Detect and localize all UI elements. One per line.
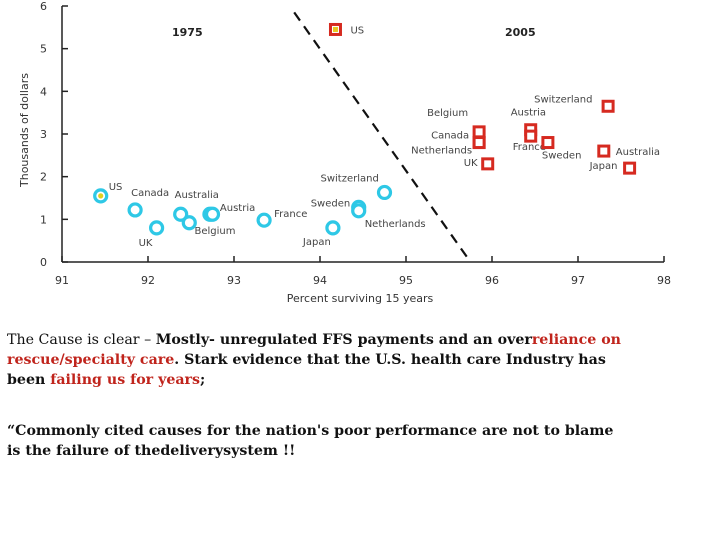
caption-bold: ; (200, 372, 206, 388)
data-label: UK (464, 158, 478, 169)
data-point (481, 157, 495, 171)
y-tick-label: 3 (40, 128, 47, 141)
y-axis-label: Thousands of dollars (18, 73, 31, 188)
data-label: Belgium (195, 226, 236, 237)
data-point (256, 212, 272, 228)
x-tick-label: 96 (485, 274, 499, 287)
quote-line-1: “Commonly cited causes for the nation's … (7, 423, 614, 439)
data-label: Sweden (311, 198, 351, 209)
caption: The Cause is clear – Mostly- unregulated… (7, 330, 719, 461)
data-label: Belgium (427, 108, 468, 119)
data-label: France (513, 142, 546, 153)
y-tick-label: 5 (40, 43, 47, 56)
x-tick-label: 94 (313, 274, 327, 287)
data-label: Austria (511, 108, 546, 119)
data-point (127, 202, 143, 218)
data-label: Sweden (542, 151, 582, 162)
data-point (623, 161, 637, 175)
data-point (524, 129, 538, 143)
y-tick-label: 0 (40, 256, 47, 269)
data-label: US (109, 182, 123, 193)
data-label: Netherlands (411, 146, 472, 157)
caption-line-3: been failing us for years; (7, 370, 719, 390)
data-point (149, 220, 165, 236)
y-axis: 0 1 2 3 4 5 6 (40, 0, 68, 269)
x-tick-label: 92 (141, 274, 155, 287)
data-label: Australia (616, 147, 660, 158)
chart: 0 1 2 3 4 5 6 91 92 93 94 95 96 97 98 US Canada UK Austr… (18, 0, 671, 305)
data-label: Netherlands (365, 219, 426, 230)
data-label: Canada (431, 131, 469, 142)
caption-red: reliance on (531, 332, 621, 348)
data-point (597, 144, 611, 158)
data-label: Switzerland (321, 173, 379, 184)
data-point (472, 136, 486, 150)
data-point (181, 215, 197, 231)
data-label: France (274, 209, 307, 220)
data-point (351, 203, 367, 219)
y-tick-label: 6 (40, 0, 47, 13)
caption-bold: Mostly- unregulated FFS payments and an … (155, 332, 532, 348)
data-point (173, 206, 189, 222)
y-tick-label: 4 (40, 85, 47, 98)
data-point-core (332, 26, 338, 32)
y-tick-label: 1 (40, 213, 47, 226)
data-label: US (350, 25, 364, 36)
data-label: Austria (220, 203, 255, 214)
caption-line-1: The Cause is clear – Mostly- unregulated… (7, 330, 719, 350)
data-label: Japan (302, 237, 331, 248)
caption-red: rescue/specialty care (7, 352, 175, 368)
data-point (325, 220, 341, 236)
annotation-1975: 1975 (172, 26, 203, 39)
quote-line-2: is the failure of thedeliverysystem !! (7, 443, 296, 459)
annotation-2005: 2005 (505, 26, 536, 39)
data-point (204, 206, 221, 222)
caption-bold: been (7, 372, 51, 388)
caption-plain: The Cause is clear – (7, 332, 156, 348)
data-label: Japan (589, 161, 618, 172)
data-point (472, 125, 486, 139)
x-tick-label: 98 (657, 274, 671, 287)
data-label: Canada (131, 188, 169, 199)
data-point-core (98, 193, 104, 199)
caption-bold: . Stark evidence that the U.S. health ca… (174, 352, 606, 368)
caption-line-2: rescue/specialty care. Stark evidence th… (7, 350, 719, 370)
data-label: Australia (175, 190, 219, 201)
x-tick-label: 97 (571, 274, 585, 287)
caption-red: failing us for years (50, 372, 201, 388)
y-tick-label: 2 (40, 171, 47, 184)
x-tick-label: 93 (227, 274, 241, 287)
data-point (601, 99, 615, 113)
x-tick-label: 95 (399, 274, 413, 287)
data-point (541, 136, 555, 150)
x-axis: 91 92 93 94 95 96 97 98 (55, 256, 671, 287)
x-tick-label: 91 (55, 274, 69, 287)
data-point (376, 184, 393, 201)
x-axis-label: Percent surviving 15 years (287, 292, 434, 305)
data-label: Switzerland (534, 94, 592, 105)
data-label: UK (139, 238, 153, 249)
